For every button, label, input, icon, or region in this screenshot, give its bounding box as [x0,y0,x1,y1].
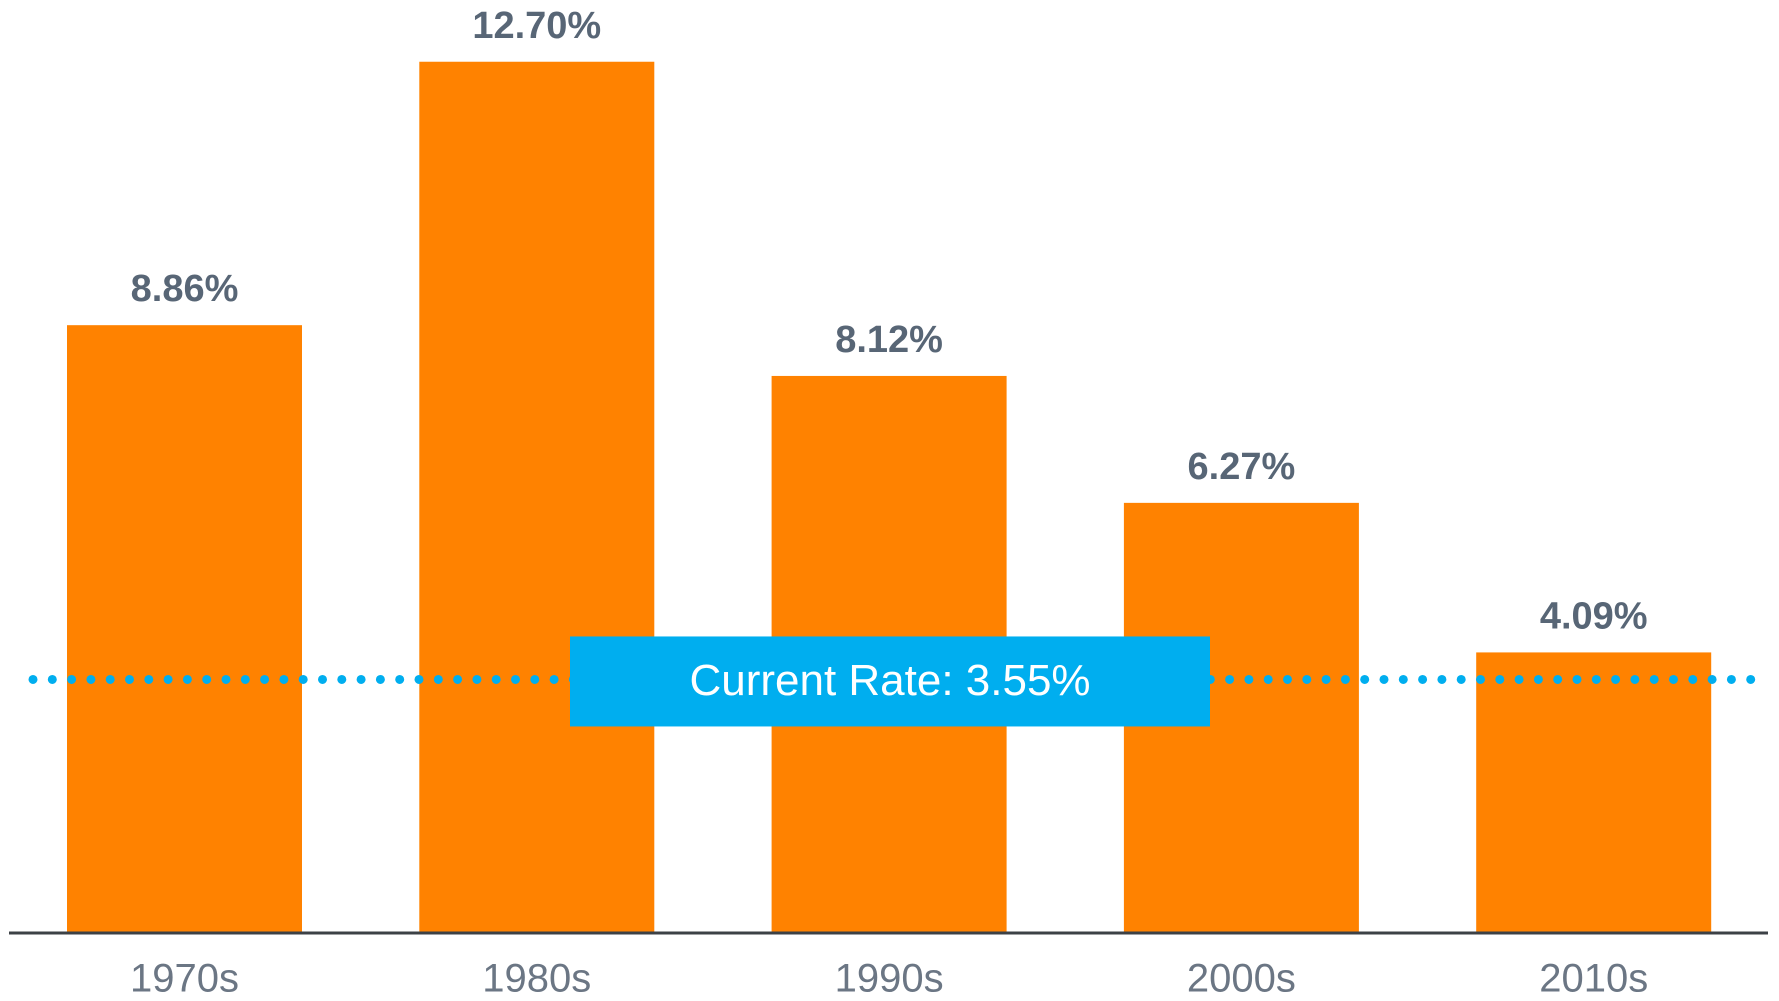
data-label: 12.70% [472,5,601,47]
x-tick-label: 2000s [1187,957,1296,1001]
data-label: 4.09% [1540,595,1648,637]
bar [419,61,655,933]
data-label: 6.27% [1188,446,1296,488]
bar [1476,652,1712,933]
x-tick-label: 1970s [130,957,239,1001]
reference-label-box [570,636,1210,727]
bar [67,325,302,933]
data-label: 8.12% [835,319,943,361]
reference-label: Current Rate: 3.55% [689,656,1090,705]
x-tick-label: 1990s [835,957,944,1001]
x-tick-label: 1980s [482,957,591,1001]
data-label: 8.86% [131,268,239,310]
x-tick-label: 2010s [1539,957,1648,1001]
